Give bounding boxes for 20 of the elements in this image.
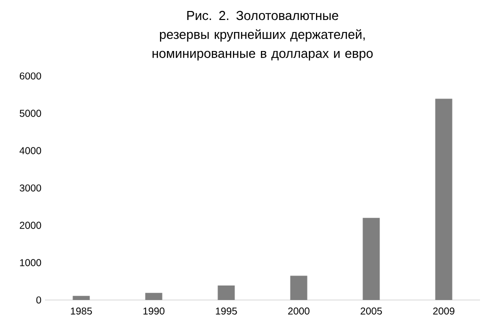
bar bbox=[72, 296, 90, 300]
y-tick-label: 1000 bbox=[20, 259, 42, 266]
y-tick-label: 3000 bbox=[20, 184, 42, 192]
y-tick-label: 4000 bbox=[20, 147, 42, 154]
bar bbox=[145, 292, 162, 300]
x-tick-label: 1995 bbox=[216, 308, 237, 315]
x-tick-label: 2000 bbox=[288, 308, 310, 315]
y-tick-label: 5000 bbox=[20, 110, 42, 117]
bar bbox=[362, 218, 380, 300]
y-tick-label: 6000 bbox=[20, 72, 42, 80]
bar bbox=[435, 98, 452, 300]
x-tick-label: 2005 bbox=[360, 308, 382, 315]
chart-title: Рис. 2. Золотовалютные резервы крупнейших держателей, номинированные в долларах и евро bbox=[152, 10, 373, 61]
bar bbox=[290, 276, 308, 300]
y-tick-label: 2000 bbox=[20, 222, 42, 229]
x-tick-label: 2009 bbox=[433, 308, 454, 315]
y-tick-label: 0 bbox=[36, 296, 42, 304]
x-tick-label: 1985 bbox=[70, 308, 92, 315]
x-tick-label: 1990 bbox=[143, 308, 164, 315]
bar bbox=[218, 285, 235, 300]
